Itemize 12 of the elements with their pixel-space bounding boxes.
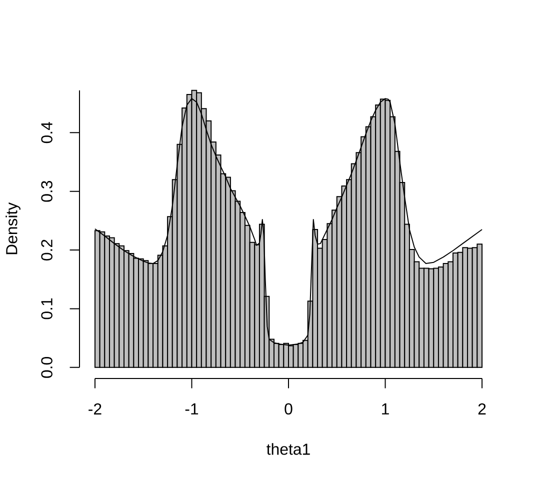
x-tick-label: 1 [382,403,389,414]
y-tick-label: 0.0 [41,356,52,378]
x-tick-label: -1 [185,403,198,414]
x-tick-label: -2 [88,403,102,414]
y-axis-title: Density [6,202,20,254]
x-tick-label: 2 [478,403,486,414]
x-axis-title: theta1 [266,443,310,455]
y-tick-label: 0.3 [41,180,52,202]
y-tick-label: 0.4 [41,122,52,144]
y-tick-label: 0.2 [41,240,52,260]
y-tick-label: 0.1 [41,298,52,320]
x-tick-label: 0 [284,403,292,415]
